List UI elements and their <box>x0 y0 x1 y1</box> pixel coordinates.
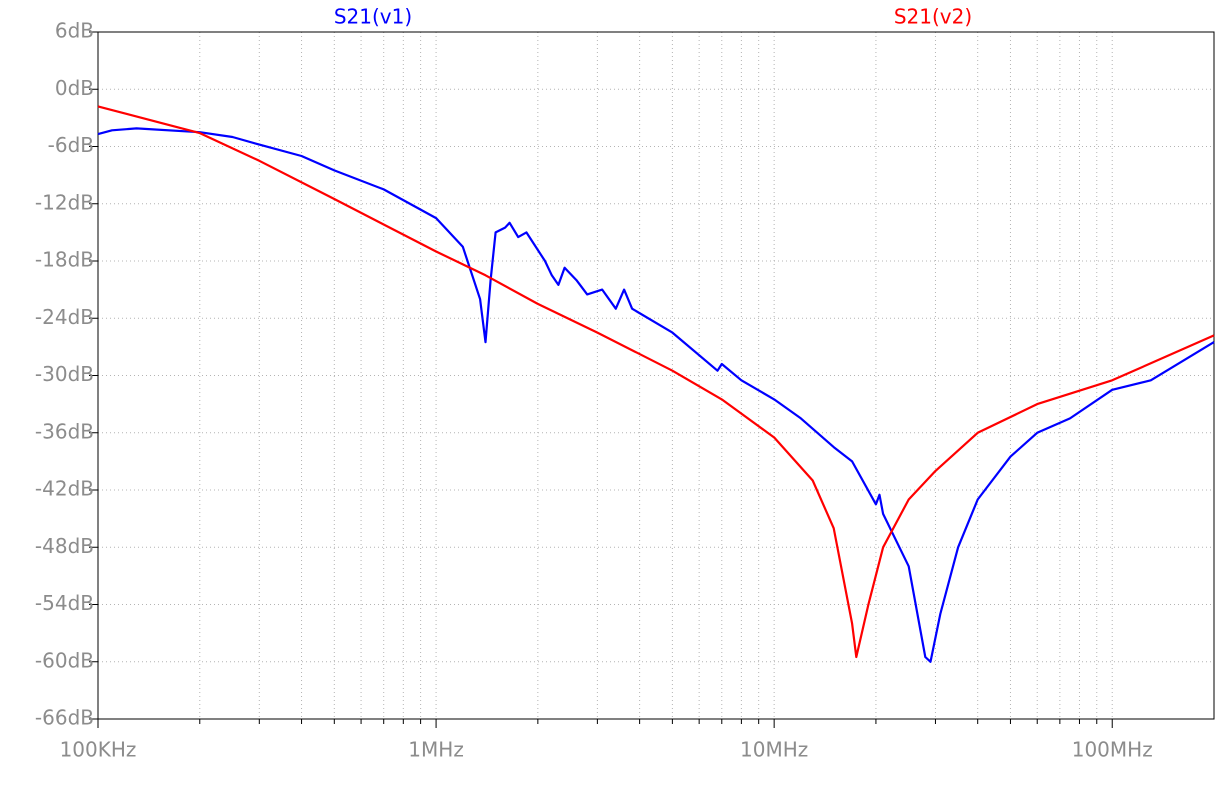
y-tick-label: -30dB <box>35 362 94 386</box>
y-tick-label: -42dB <box>35 477 94 501</box>
y-tick-label: -54dB <box>35 591 94 615</box>
y-tick-label: 0dB <box>55 76 94 100</box>
series-line <box>97 127 1215 663</box>
legend-label: S21(v2) <box>894 5 972 29</box>
x-tick-label: 100MHz <box>1072 738 1153 762</box>
y-tick-label: -48dB <box>35 534 94 558</box>
x-tick-label: 100KHz <box>60 738 137 762</box>
y-tick-label: -6dB <box>48 133 94 157</box>
series-line <box>97 105 1215 659</box>
x-tick-label: 10MHz <box>740 738 808 762</box>
y-tick-label: -24dB <box>35 305 94 329</box>
y-tick-label: -66dB <box>35 706 94 730</box>
y-tick-label: 6dB <box>55 19 94 43</box>
y-tick-label: -18dB <box>35 248 94 272</box>
x-tick-label: 1MHz <box>408 738 464 762</box>
y-tick-label: -36dB <box>35 419 94 443</box>
legend-label: S21(v1) <box>334 5 412 29</box>
plot-frame <box>97 31 1215 720</box>
y-tick-label: -60dB <box>35 648 94 672</box>
y-tick-label: -12dB <box>35 190 94 214</box>
